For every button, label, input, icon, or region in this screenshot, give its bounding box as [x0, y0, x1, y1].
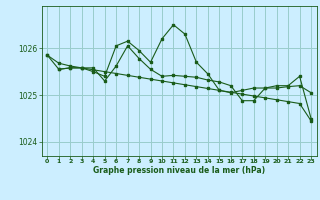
- X-axis label: Graphe pression niveau de la mer (hPa): Graphe pression niveau de la mer (hPa): [93, 166, 265, 175]
